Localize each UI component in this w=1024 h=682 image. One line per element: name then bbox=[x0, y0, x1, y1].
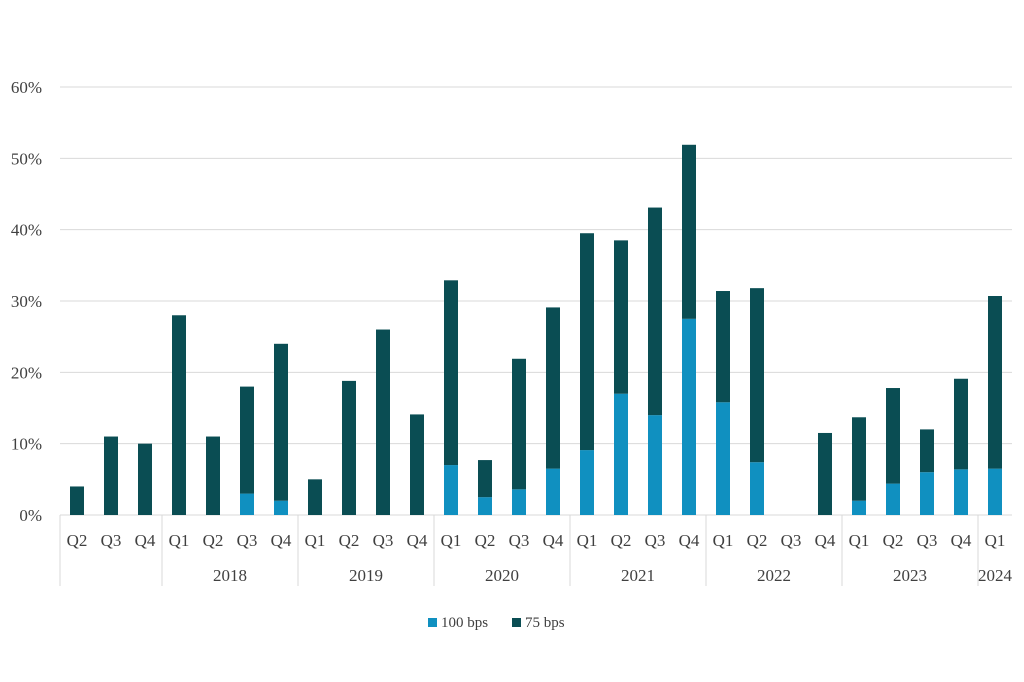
y-tick-label: 60% bbox=[11, 78, 42, 97]
bar-segment-75bps bbox=[274, 343, 288, 501]
bar-segment-75bps bbox=[308, 479, 322, 515]
legend-label: 75 bps bbox=[525, 615, 565, 631]
bar-segment-75bps bbox=[342, 380, 356, 515]
x-tick-label: Q2 bbox=[475, 531, 496, 550]
bar-segment-75bps bbox=[716, 291, 730, 403]
bar-segment-75bps bbox=[614, 240, 628, 394]
x-tick-label: Q2 bbox=[611, 531, 632, 550]
bar-segment-75bps bbox=[444, 280, 458, 466]
bar-segment-100bps bbox=[240, 493, 254, 515]
bars bbox=[70, 144, 1002, 515]
bar-segment-75bps bbox=[172, 315, 186, 515]
x-tick-label: Q4 bbox=[679, 531, 700, 550]
x-tick-label: Q3 bbox=[917, 531, 938, 550]
x-tick-label: Q1 bbox=[305, 531, 326, 550]
x-tick-label: Q1 bbox=[849, 531, 870, 550]
x-tick-label: Q4 bbox=[543, 531, 564, 550]
bar-segment-100bps bbox=[886, 483, 900, 515]
bar-segment-100bps bbox=[920, 472, 934, 515]
bar-segment-100bps bbox=[750, 462, 764, 515]
bar-segment-100bps bbox=[614, 393, 628, 515]
x-tick-label: Q2 bbox=[203, 531, 224, 550]
bar-segment-75bps bbox=[512, 358, 526, 490]
x-tick-label: Q1 bbox=[713, 531, 734, 550]
x-tick-label: Q3 bbox=[373, 531, 394, 550]
bar-segment-100bps bbox=[580, 450, 594, 515]
bar-segment-75bps bbox=[376, 329, 390, 515]
bar-segment-75bps bbox=[988, 296, 1002, 469]
x-year-label: 2020 bbox=[485, 566, 519, 585]
gridlines bbox=[60, 86, 1012, 516]
x-axis: Q2 Q3 Q4 Q1 Q2 Q3 Q4 Q1 Q2 Q3 Q4 Q1 Q2 Q3 Q4 Q1 Q2 Q3 Q4 Q1… bbox=[59, 515, 1013, 586]
x-year-label: 2019 bbox=[349, 566, 383, 585]
x-tick-label: Q2 bbox=[67, 531, 88, 550]
x-tick-label: Q2 bbox=[883, 531, 904, 550]
bar-segment-100bps bbox=[954, 469, 968, 515]
bar-segment-100bps bbox=[648, 415, 662, 515]
x-tick-label: Q2 bbox=[339, 531, 360, 550]
bar-segment-100bps bbox=[988, 468, 1002, 515]
y-axis-ticks: 0% 10% 20% 30% 40% 50% 60% bbox=[11, 78, 42, 525]
bar-segment-100bps bbox=[274, 500, 288, 515]
bar-segment-75bps bbox=[750, 288, 764, 463]
x-tick-label: Q3 bbox=[645, 531, 666, 550]
legend-label: 100 bps bbox=[441, 615, 488, 631]
x-year-label: 2021 bbox=[621, 566, 655, 585]
bar-segment-75bps bbox=[410, 414, 424, 515]
x-tick-label: Q3 bbox=[781, 531, 802, 550]
bar-segment-100bps bbox=[682, 318, 696, 515]
legend-swatch bbox=[428, 618, 437, 627]
x-tick-label: Q1 bbox=[985, 531, 1006, 550]
bar-segment-75bps bbox=[648, 207, 662, 416]
y-tick-label: 40% bbox=[11, 221, 42, 240]
x-tick-label: Q1 bbox=[169, 531, 190, 550]
x-tick-label: Q3 bbox=[237, 531, 258, 550]
bar-segment-75bps bbox=[138, 443, 152, 515]
y-tick-label: 0% bbox=[19, 506, 42, 525]
bar-segment-75bps bbox=[682, 144, 696, 319]
x-tick-label: Q4 bbox=[815, 531, 836, 550]
bar-segment-75bps bbox=[818, 432, 832, 515]
y-tick-label: 20% bbox=[11, 363, 42, 382]
x-tick-label: Q1 bbox=[577, 531, 598, 550]
x-year-label: 2022 bbox=[757, 566, 791, 585]
bar-segment-75bps bbox=[70, 486, 84, 515]
x-tick-label: Q4 bbox=[951, 531, 972, 550]
bar-segment-75bps bbox=[478, 460, 492, 498]
bar-segment-100bps bbox=[546, 468, 560, 515]
x-year-label: 2023 bbox=[893, 566, 927, 585]
y-tick-label: 50% bbox=[11, 149, 42, 168]
x-tick-label: Q2 bbox=[747, 531, 768, 550]
bar-segment-100bps bbox=[512, 489, 526, 515]
bar-segment-100bps bbox=[852, 500, 866, 515]
y-tick-label: 30% bbox=[11, 292, 42, 311]
bar-segment-75bps bbox=[886, 388, 900, 484]
bar-segment-100bps bbox=[716, 402, 730, 515]
bar-segment-75bps bbox=[240, 386, 254, 494]
x-tick-label: Q4 bbox=[407, 531, 428, 550]
bar-segment-100bps bbox=[444, 465, 458, 515]
x-tick-label: Q3 bbox=[509, 531, 530, 550]
y-tick-label: 10% bbox=[11, 435, 42, 454]
x-year-label: 2024 bbox=[978, 566, 1013, 585]
bar-segment-75bps bbox=[546, 307, 560, 469]
x-year-label: 2018 bbox=[213, 566, 247, 585]
x-tick-label: Q4 bbox=[135, 531, 156, 550]
bar-segment-75bps bbox=[104, 436, 118, 515]
bar-segment-100bps bbox=[478, 497, 492, 515]
x-tick-label: Q3 bbox=[101, 531, 122, 550]
bar-segment-75bps bbox=[852, 417, 866, 501]
legend: 100 bps 75 bps bbox=[428, 615, 565, 631]
x-tick-label: Q4 bbox=[271, 531, 292, 550]
bar-segment-75bps bbox=[206, 436, 220, 515]
bar-segment-75bps bbox=[920, 429, 934, 473]
x-tick-label: Q1 bbox=[441, 531, 462, 550]
legend-swatch bbox=[512, 618, 521, 627]
bar-segment-75bps bbox=[954, 378, 968, 470]
bar-segment-75bps bbox=[580, 233, 594, 451]
